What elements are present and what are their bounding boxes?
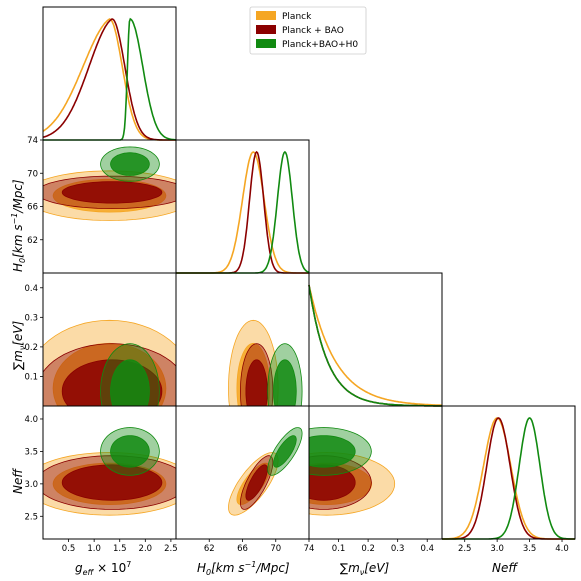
contour-g-H0-1-68 bbox=[61, 181, 163, 204]
xtick-label-g: 1.0 bbox=[87, 544, 101, 554]
contour-mnu-Neff-1-68 bbox=[309, 464, 356, 501]
panel-mnu-Neff bbox=[308, 405, 443, 540]
xtick-label-mnu: 0.2 bbox=[361, 544, 375, 554]
ylabel-Neff: Neff bbox=[11, 468, 25, 494]
ylabel-mnu: ∑mν[eV] bbox=[11, 320, 27, 370]
legend-swatch-0 bbox=[256, 11, 276, 20]
xlabel-Neff: Neff bbox=[492, 561, 518, 575]
panel-bg bbox=[176, 140, 309, 273]
panel-bg bbox=[43, 7, 176, 140]
contour-H0-mnu-1-68 bbox=[245, 359, 268, 406]
xtick-label-Neff: 3.0 bbox=[490, 544, 504, 554]
panels: 0.5 1.0 1.5 2.0 2.5 62 66 70 74 0.1 0.2 0.3 0.4 2.5 3.… bbox=[24, 6, 576, 554]
panel-bg bbox=[442, 406, 575, 539]
panel-H0-mnu bbox=[175, 272, 310, 407]
legend-swatch-1 bbox=[256, 25, 276, 34]
xtick-label-g: 2.0 bbox=[139, 544, 153, 554]
panel-g-mnu bbox=[42, 272, 177, 407]
xlabel-mnu: ∑mν[eV] bbox=[340, 561, 390, 577]
xtick-label-Neff: 3.5 bbox=[523, 544, 537, 554]
panel-Neff-marginal bbox=[441, 405, 576, 540]
panel-frame bbox=[308, 405, 443, 540]
ytick-label-H0: 70 bbox=[27, 169, 38, 179]
panel-g-H0 bbox=[42, 139, 177, 274]
xtick-label-mnu: 0.1 bbox=[332, 544, 346, 554]
ytick-label-Neff: 2.5 bbox=[24, 512, 38, 522]
xtick-label-mnu: 0.3 bbox=[391, 544, 405, 554]
ytick-label-Neff: 3.0 bbox=[24, 480, 38, 490]
panel-H0-Neff bbox=[175, 405, 310, 540]
ytick-label-H0: 62 bbox=[27, 236, 38, 246]
ytick-label-Neff: 4.0 bbox=[24, 415, 38, 425]
panel-g-Neff bbox=[42, 405, 177, 540]
ylabel-H0: H0[km s−1/Mpc] bbox=[10, 179, 27, 272]
legend-label-2: Planck+BAO+H0 bbox=[282, 40, 358, 50]
panel-H0-marginal bbox=[175, 139, 310, 274]
xtick-label-g: 0.5 bbox=[62, 544, 76, 554]
legend-frame bbox=[249, 6, 367, 55]
panel-bg bbox=[309, 273, 442, 406]
marginal-mnu-0 bbox=[308, 284, 442, 407]
xlabel-H0: H0[km s−1/Mpc] bbox=[197, 560, 290, 577]
xlabel-g: geff × 107 bbox=[75, 560, 131, 577]
contour-g-Neff-2-68 bbox=[110, 435, 150, 468]
ytick-label-H0: 66 bbox=[27, 203, 38, 213]
ytick-label-H0: 74 bbox=[27, 136, 38, 146]
xtick-label-H0: 62 bbox=[204, 544, 215, 554]
legend: Planck Planck + BAO Planck+BAO+H0 bbox=[249, 6, 367, 55]
panel-g-marginal bbox=[42, 6, 177, 141]
contour-g-Neff-1-68 bbox=[61, 464, 163, 501]
contour-H0-Neff-2-68 bbox=[273, 435, 297, 468]
contour-H0-mnu-2-68 bbox=[273, 359, 297, 406]
xtick-label-g: 1.5 bbox=[113, 544, 127, 554]
legend-label-1: Planck + BAO bbox=[282, 26, 344, 36]
ytick-label-mnu: 0.1 bbox=[24, 372, 38, 382]
xtick-label-mnu: 0.4 bbox=[420, 544, 434, 554]
xtick-label-Neff: 2.5 bbox=[458, 544, 472, 554]
ytick-label-mnu: 0.4 bbox=[24, 284, 38, 294]
marginal-g-1 bbox=[42, 18, 176, 141]
contour-g-mnu-2-68 bbox=[110, 359, 150, 406]
legend-swatch-2 bbox=[256, 39, 276, 48]
contour-H0-Neff-1-68 bbox=[245, 464, 268, 501]
xtick-label-Neff: 4.0 bbox=[555, 544, 569, 554]
contour-mnu-Neff-2-68 bbox=[309, 435, 356, 468]
panel-frame bbox=[175, 405, 310, 540]
ytick-label-mnu: 0.3 bbox=[24, 313, 38, 323]
ytick-label-mnu: 0.2 bbox=[24, 343, 38, 353]
ytick-label-Neff: 3.5 bbox=[24, 447, 38, 457]
xtick-label-H0: 70 bbox=[270, 544, 281, 554]
contour-g-H0-2-68 bbox=[110, 152, 150, 176]
xtick-label-H0: 66 bbox=[237, 544, 248, 554]
panel-mnu-marginal bbox=[308, 272, 443, 407]
xtick-label-H0: 74 bbox=[304, 544, 315, 554]
legend-label-0: Planck bbox=[282, 12, 312, 22]
xtick-label-g: 2.5 bbox=[164, 544, 178, 554]
